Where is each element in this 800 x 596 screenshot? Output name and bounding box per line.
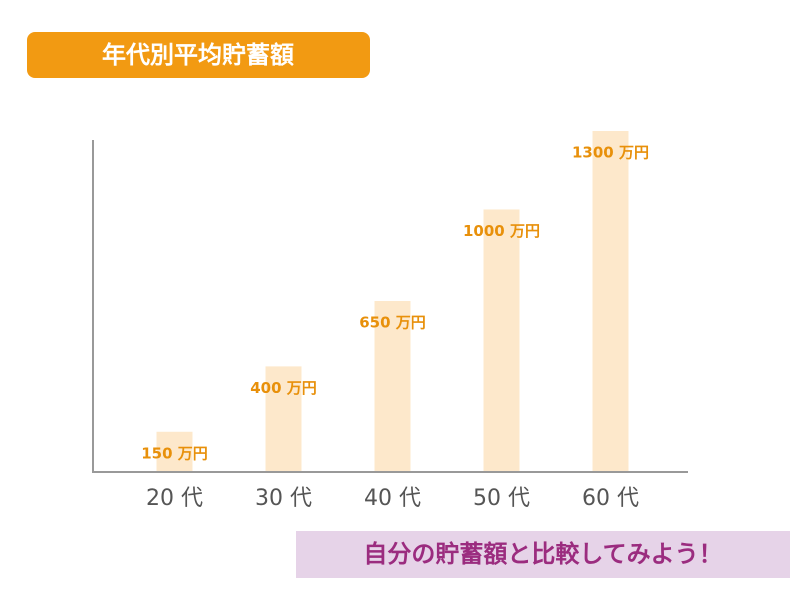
bar bbox=[592, 131, 629, 471]
value-label: 150 万円 bbox=[141, 444, 208, 462]
x-tick-label: 30 代 bbox=[255, 486, 312, 511]
x-tick-label: 60 代 bbox=[582, 486, 639, 511]
value-label: 1000 万円 bbox=[463, 222, 540, 240]
bar bbox=[374, 301, 411, 471]
x-tick-label: 40 代 bbox=[364, 486, 421, 511]
x-tick-label: 20 代 bbox=[146, 486, 203, 511]
bar bbox=[156, 431, 193, 471]
value-label: 400 万円 bbox=[250, 379, 317, 397]
footer-box bbox=[296, 531, 790, 578]
bar bbox=[265, 366, 302, 471]
footer-text: 自分の貯蓄額と比較してみよう！ bbox=[363, 540, 722, 568]
bar bbox=[483, 209, 520, 471]
value-label: 1300 万円 bbox=[572, 144, 649, 162]
value-label: 650 万円 bbox=[359, 314, 426, 332]
title-box bbox=[27, 32, 370, 78]
chart-title: 年代別平均貯蓄額 bbox=[102, 41, 294, 69]
x-tick-label: 50 代 bbox=[473, 486, 530, 511]
